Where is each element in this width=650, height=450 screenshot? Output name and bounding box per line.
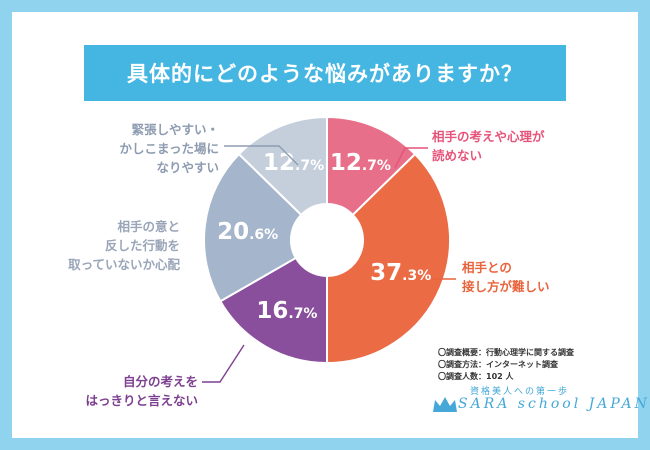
leader-line [202,344,245,383]
slice-category-label: 相手の考えや心理が読めない [432,129,545,163]
slice-category-label: 自分の考えをはっきりと言えない [85,374,198,408]
slice-value-label: 12.7% [263,150,324,176]
crown-icon [433,397,457,412]
donut-slice [218,256,328,365]
chart-title: 具体的にどのような悩みがありますか？ [84,45,566,101]
brand-name: SARA school JAPAN [458,396,650,412]
brand-tagline: 資格美人への第一歩 [470,387,570,397]
survey-info: 〇調査概要：行動心理学に関する調査 〇調査方法：インターネット調査 〇調査人数：… [438,347,638,383]
donut-slice [326,152,451,365]
slice-category-label: 相手の意と反した行動を取っていないか心配 [68,219,180,272]
slice-value-label: 12.7% [330,150,391,176]
survey-info-line: 〇調査方法：インターネット調査 [438,360,558,369]
slice-value-label: 20.6% [217,219,278,245]
survey-info-line: 〇調査概要：行動心理学に関する調査 [438,348,574,357]
survey-info-line: 〇調査人数：102 人 [438,372,514,381]
slice-category-label: 相手との接し方が難しい [462,260,550,294]
donut-slice [203,152,303,303]
slice-category-label: 緊張しやすい・かしこまった場になりやすい [119,122,219,175]
slice-value-label: 37.3% [370,260,431,286]
brand-logo: 資格美人への第一歩 SARA school JAPAN [428,384,647,424]
donut-slice [326,115,417,217]
donut-slice [237,115,328,217]
leader-line [224,145,299,166]
leader-line [394,147,428,169]
slice-value-label: 16.7% [256,298,317,324]
donut-hole [292,205,362,275]
